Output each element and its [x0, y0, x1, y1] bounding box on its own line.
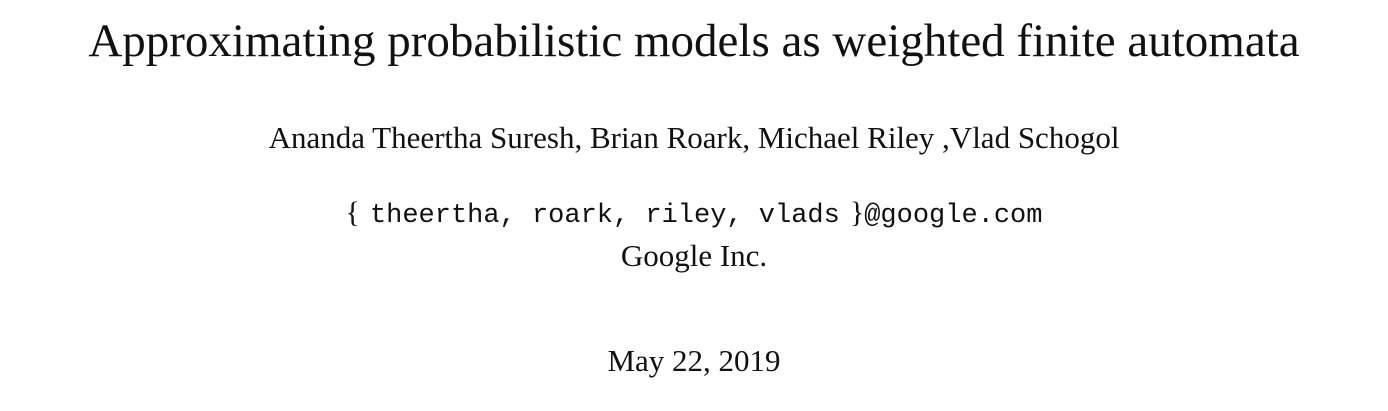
affiliation: Google Inc.	[620, 238, 768, 273]
email-line: { theertha, roark, riley, vlads}@google.c…	[0, 196, 1388, 231]
brace: }	[849, 196, 865, 229]
date: May 22, 2019	[607, 343, 781, 378]
brace: {	[345, 196, 360, 229]
email-names: theertha, roark, riley, vlads	[369, 201, 840, 231]
email-domain: @google.com	[864, 201, 1043, 231]
paper-title: Approximating probabilistic models as we…	[88, 15, 1300, 67]
authors: Ananda Theertha Suresh, Brian Roark, Mic…	[268, 120, 1120, 155]
